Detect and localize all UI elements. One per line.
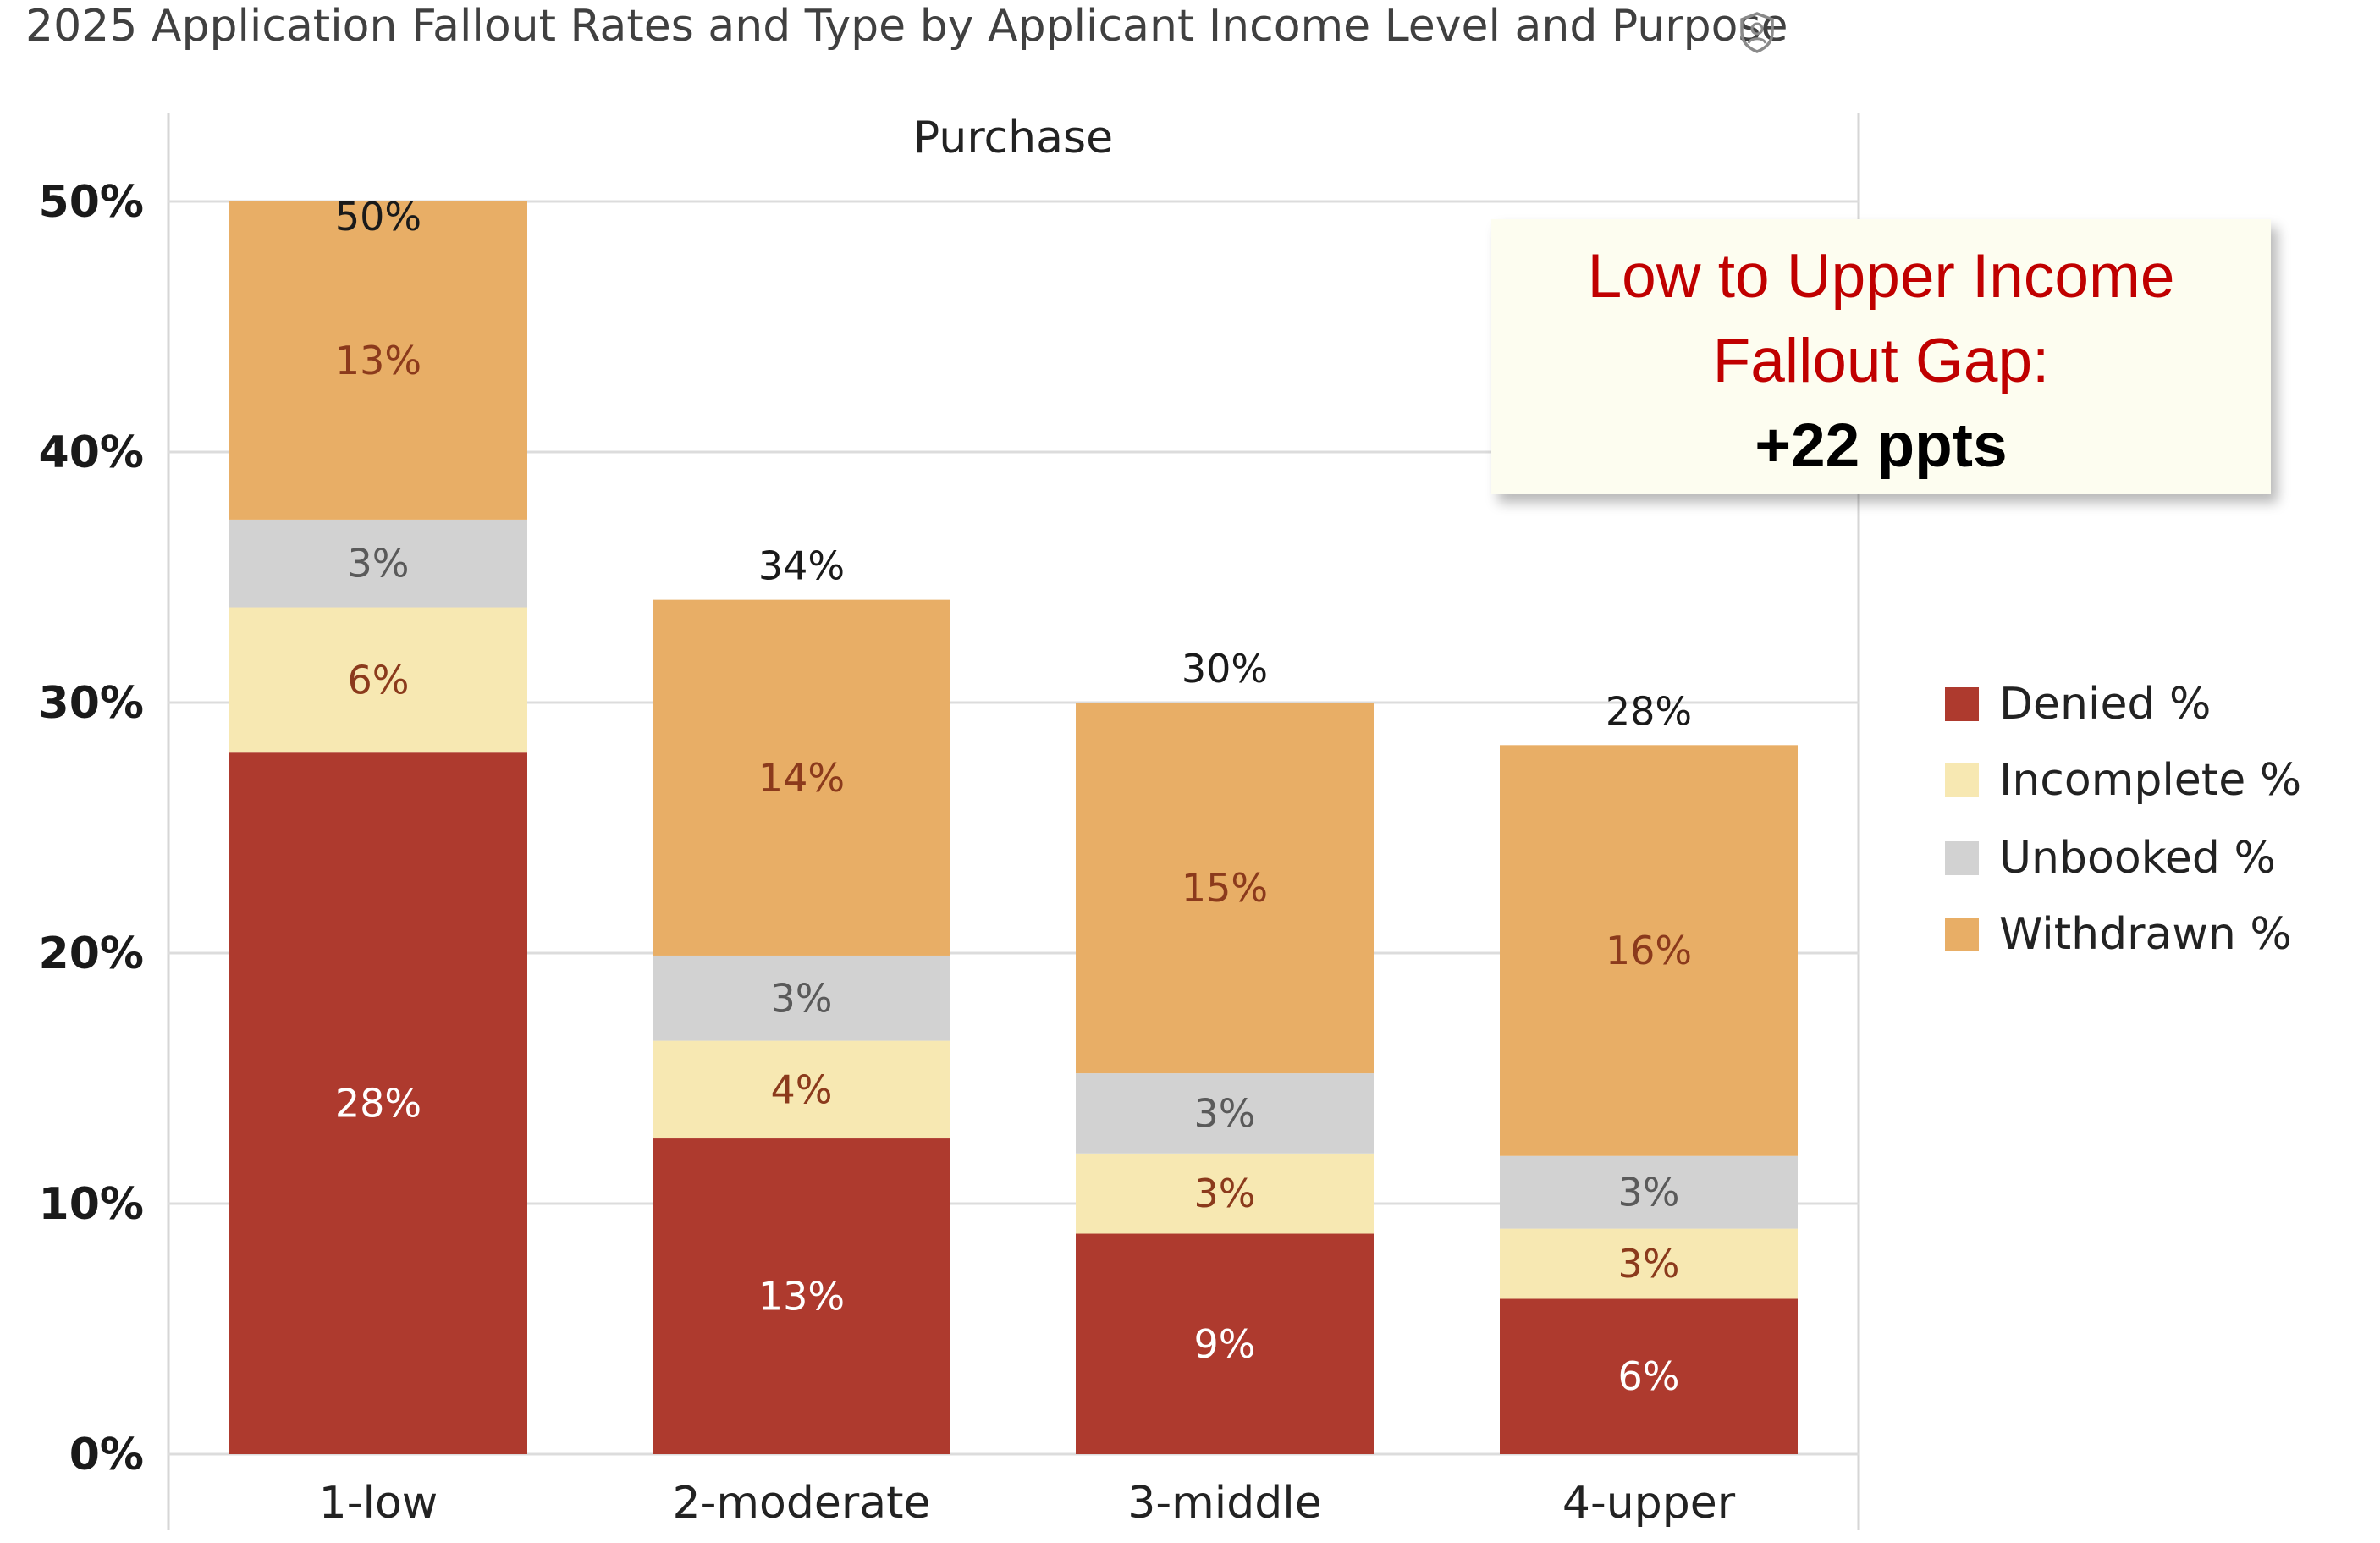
data-label-withdrawn: 14% bbox=[758, 755, 845, 801]
data-label-incomplete: 3% bbox=[1194, 1171, 1256, 1216]
data-label-withdrawn: 13% bbox=[335, 338, 421, 383]
bar-segment-incomplete[interactable] bbox=[1076, 1153, 1374, 1234]
axis-layer: 0% 10% 20% 30% 40% 50% 1-low 2-moderate 3-middle… bbox=[39, 177, 1736, 1529]
bar-segment-withdrawn[interactable] bbox=[653, 599, 950, 956]
data-label-withdrawn: 16% bbox=[1606, 928, 1692, 973]
x-tick-label: 1-low bbox=[319, 1478, 438, 1529]
y-tick-label: 0% bbox=[69, 1430, 144, 1480]
bar-segment-withdrawn[interactable] bbox=[1500, 745, 1798, 1156]
y-tick-label: 10% bbox=[39, 1179, 144, 1230]
bar-segment-incomplete[interactable] bbox=[1500, 1228, 1798, 1299]
legend-swatch bbox=[1945, 841, 1979, 875]
bar-segment-denied[interactable] bbox=[229, 752, 527, 1454]
bar-segment-unbooked[interactable] bbox=[1500, 1155, 1798, 1229]
total-label: 30% bbox=[1182, 646, 1268, 692]
y-tick-label: 30% bbox=[39, 678, 144, 729]
bar-segment-denied[interactable] bbox=[1500, 1298, 1798, 1454]
legend-item-incomplete[interactable]: Incomplete % bbox=[1945, 755, 2301, 806]
bar-segment-incomplete[interactable] bbox=[653, 1040, 950, 1139]
data-label-unbooked: 3% bbox=[348, 541, 410, 587]
legend-swatch bbox=[1945, 687, 1979, 721]
callout-line-3: +22 ppts bbox=[1755, 411, 2008, 480]
legend-swatch bbox=[1945, 763, 1979, 797]
bar-segment-unbooked[interactable] bbox=[653, 955, 950, 1041]
bar-segment-incomplete[interactable] bbox=[229, 607, 527, 753]
shield-icon[interactable] bbox=[1740, 12, 1774, 53]
y-tick-label: 40% bbox=[39, 427, 144, 478]
data-label-unbooked: 3% bbox=[1194, 1090, 1256, 1136]
y-tick-label: 50% bbox=[39, 177, 144, 228]
data-label-incomplete: 4% bbox=[771, 1066, 833, 1112]
legend-label: Incomplete % bbox=[1999, 755, 2301, 806]
bar-segment-withdrawn[interactable] bbox=[229, 201, 527, 520]
bar-segment-denied[interactable] bbox=[653, 1138, 950, 1454]
callout-line-1: Low to Upper Income bbox=[1587, 242, 2175, 311]
data-label-incomplete: 6% bbox=[348, 657, 410, 703]
data-label-denied: 6% bbox=[1618, 1353, 1680, 1399]
legend-item-withdrawn[interactable]: Withdrawn % bbox=[1945, 909, 2292, 960]
bar-segment-unbooked[interactable] bbox=[229, 519, 527, 608]
data-label-unbooked: 3% bbox=[771, 975, 833, 1021]
bar-segment-withdrawn[interactable] bbox=[1076, 703, 1374, 1074]
legend: Denied % Incomplete % Unbooked % Withdrawn … bbox=[1945, 679, 2301, 960]
panel-title: Purchase bbox=[913, 113, 1113, 163]
total-label: 28% bbox=[1606, 688, 1692, 734]
labels-layer: 28% 6% 3% 13% 50% 13% 4% 3% 14% 34% 9% 3% 3% 15% 30% 6%… bbox=[335, 194, 1692, 1399]
legend-label: Denied % bbox=[1999, 679, 2211, 730]
legend-swatch bbox=[1945, 918, 1979, 951]
bars-layer bbox=[229, 201, 1798, 1454]
data-label-denied: 28% bbox=[335, 1081, 421, 1127]
bar-segment-unbooked[interactable] bbox=[1076, 1073, 1374, 1154]
y-tick-label: 20% bbox=[39, 929, 144, 979]
fallout-gap-callout: Low to Upper Income Fallout Gap: +22 ppt… bbox=[1491, 219, 2271, 494]
x-tick-label: 3-middle bbox=[1127, 1478, 1321, 1529]
data-label-unbooked: 3% bbox=[1618, 1170, 1680, 1215]
total-label: 50% bbox=[335, 194, 421, 240]
data-label-denied: 13% bbox=[758, 1274, 845, 1320]
legend-item-denied[interactable]: Denied % bbox=[1945, 679, 2211, 730]
data-label-withdrawn: 15% bbox=[1182, 865, 1268, 911]
x-tick-label: 4-upper bbox=[1562, 1478, 1736, 1529]
total-label: 34% bbox=[758, 543, 845, 589]
data-label-denied: 9% bbox=[1194, 1321, 1256, 1367]
legend-label: Unbooked % bbox=[1999, 833, 2276, 884]
callout-line-2: Fallout Gap: bbox=[1712, 327, 2050, 395]
chart-title: 2025 Application Fallout Rates and Type … bbox=[25, 1, 1788, 52]
legend-label: Withdrawn % bbox=[1999, 909, 2292, 960]
x-tick-label: 2-moderate bbox=[673, 1478, 931, 1529]
bar-segment-denied[interactable] bbox=[1076, 1233, 1374, 1454]
data-label-incomplete: 3% bbox=[1618, 1241, 1680, 1287]
legend-item-unbooked[interactable]: Unbooked % bbox=[1945, 833, 2276, 884]
